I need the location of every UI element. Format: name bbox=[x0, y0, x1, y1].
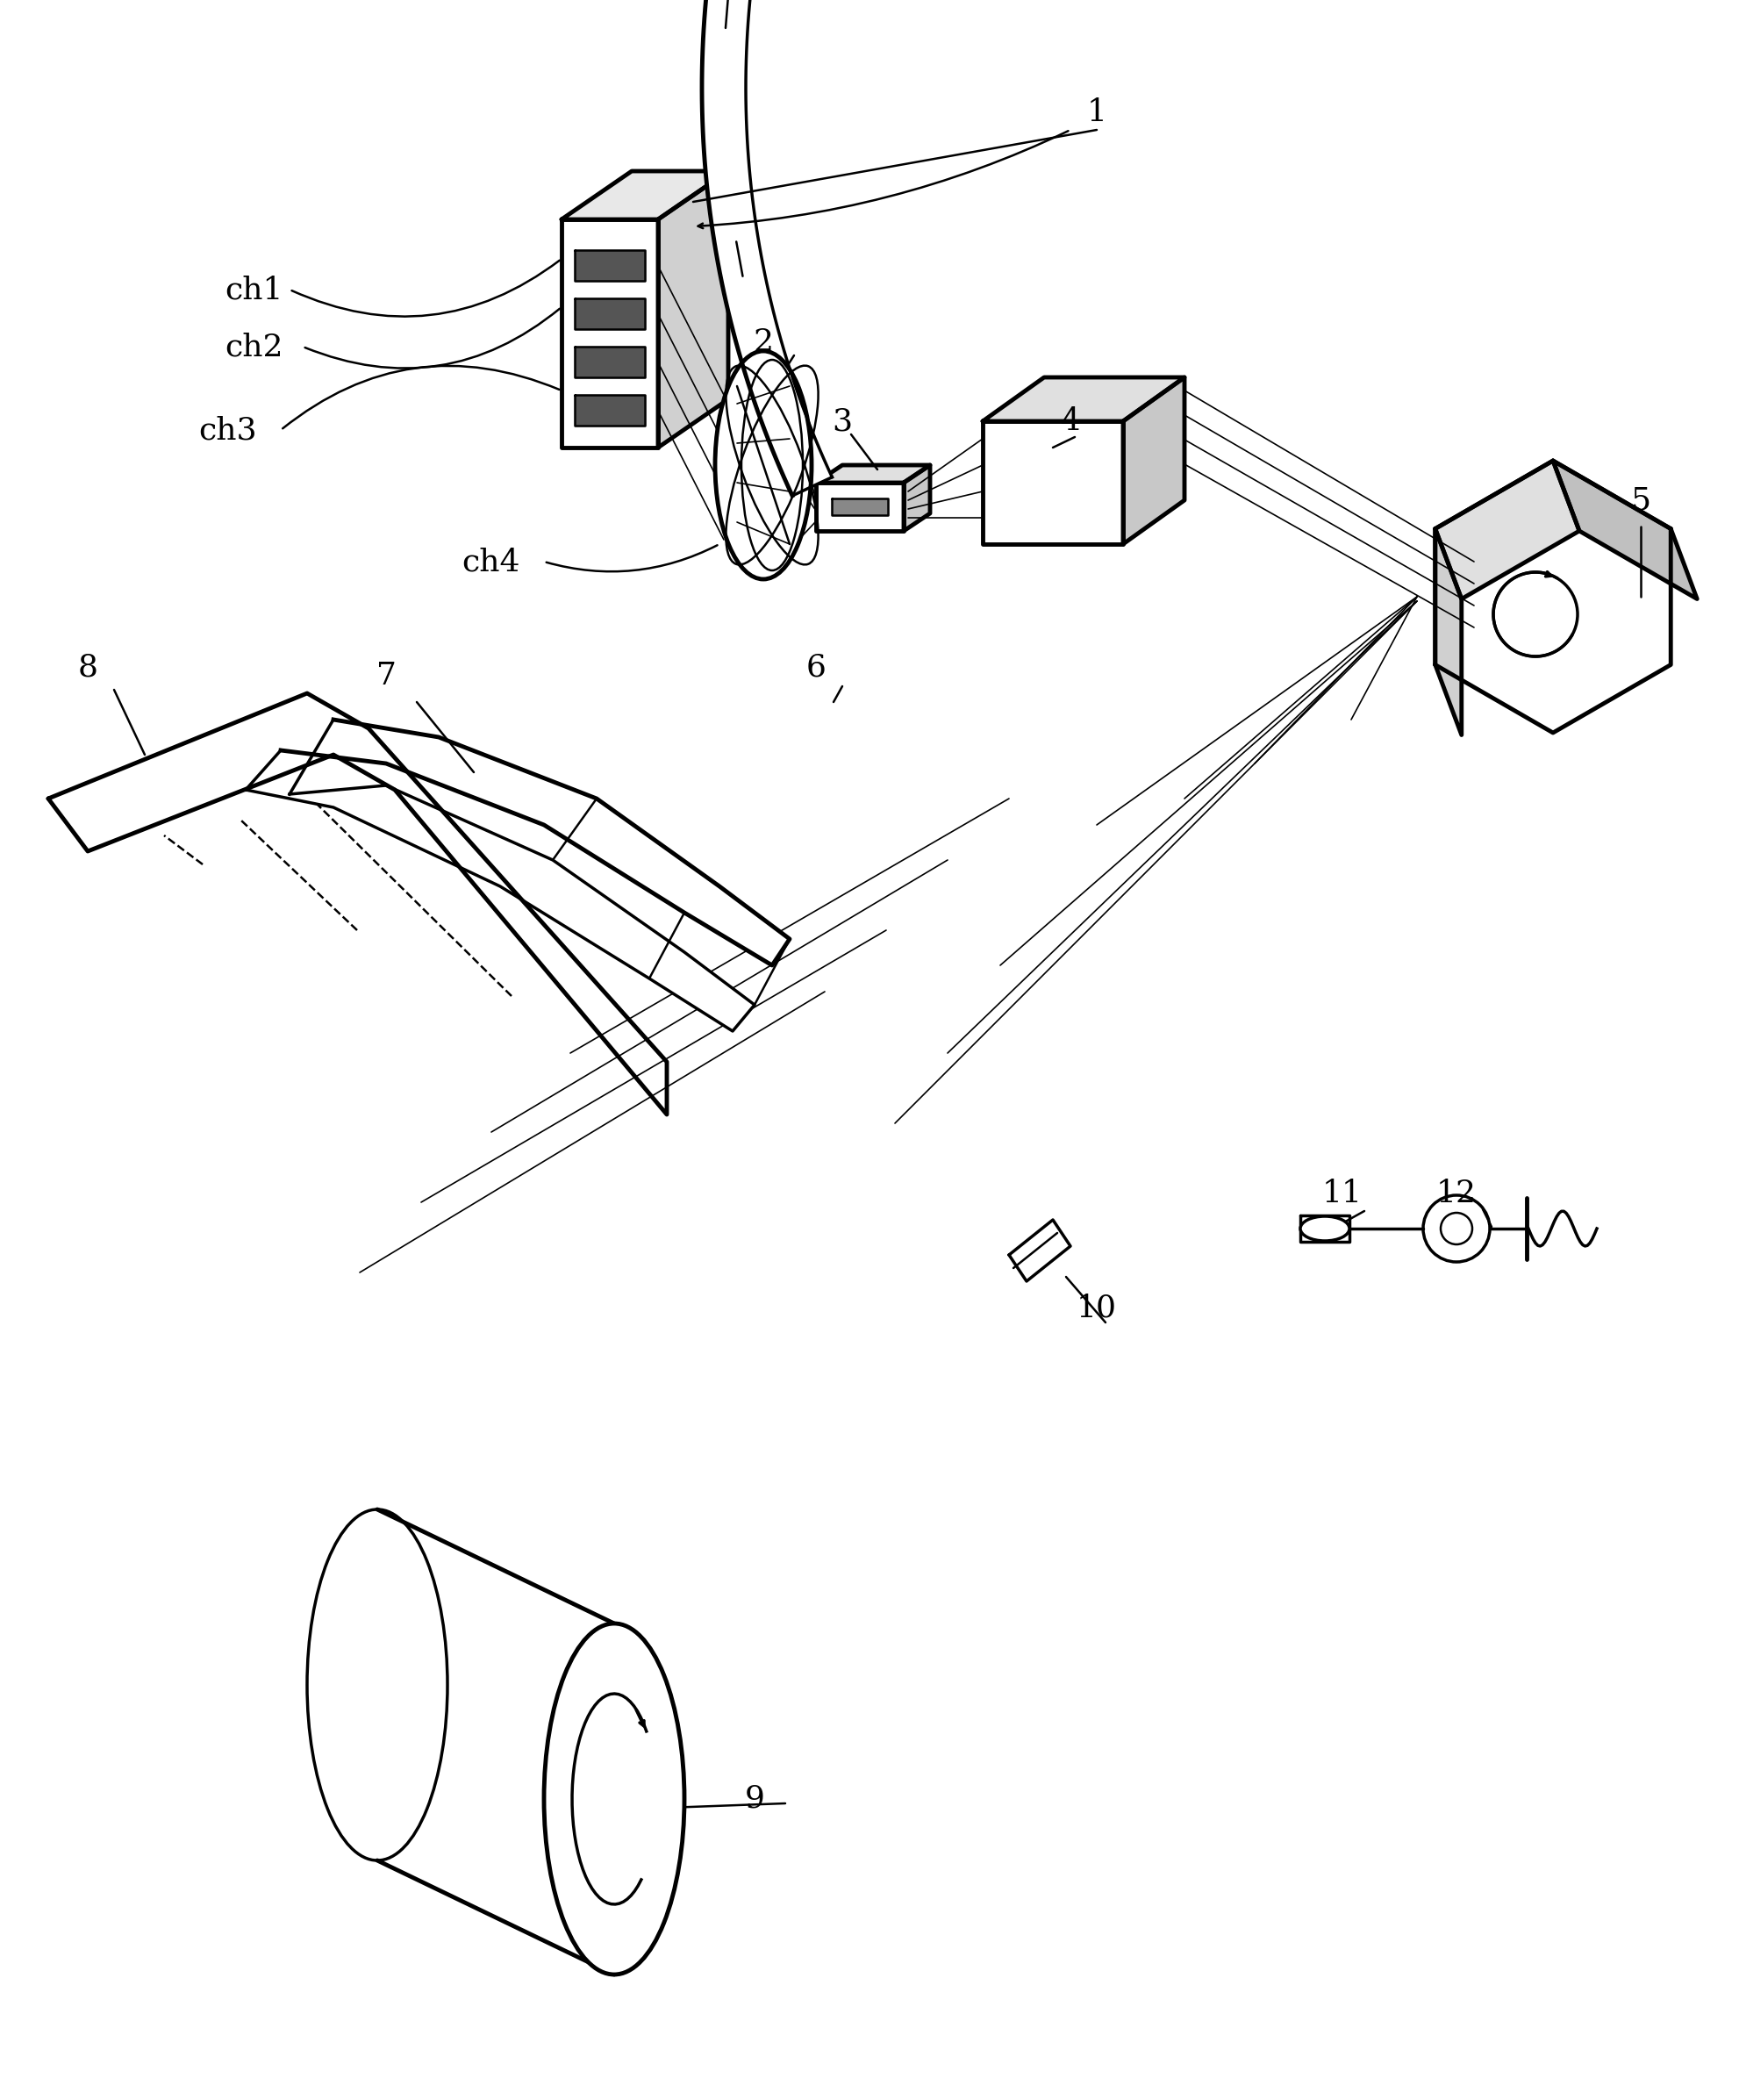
Text: 7: 7 bbox=[376, 662, 396, 691]
Text: 3: 3 bbox=[831, 405, 852, 437]
Text: 10: 10 bbox=[1076, 1294, 1116, 1323]
Polygon shape bbox=[1299, 1216, 1349, 1241]
Polygon shape bbox=[816, 464, 930, 483]
Text: 11: 11 bbox=[1322, 1178, 1362, 1208]
Polygon shape bbox=[903, 464, 930, 531]
Polygon shape bbox=[1009, 1220, 1069, 1281]
Polygon shape bbox=[983, 422, 1122, 544]
Text: ch3: ch3 bbox=[198, 416, 257, 445]
Polygon shape bbox=[562, 218, 657, 447]
Text: 8: 8 bbox=[78, 651, 97, 682]
Ellipse shape bbox=[715, 351, 810, 580]
Text: 5: 5 bbox=[1629, 485, 1650, 514]
Polygon shape bbox=[701, 0, 911, 496]
Ellipse shape bbox=[1299, 1216, 1349, 1241]
Text: ch4: ch4 bbox=[463, 546, 520, 578]
Polygon shape bbox=[1435, 460, 1579, 598]
Polygon shape bbox=[1435, 529, 1461, 735]
Polygon shape bbox=[574, 347, 645, 378]
Text: 12: 12 bbox=[1436, 1178, 1476, 1208]
Text: ch1: ch1 bbox=[224, 275, 283, 304]
Text: 2: 2 bbox=[753, 328, 774, 357]
Ellipse shape bbox=[308, 1510, 447, 1861]
Ellipse shape bbox=[544, 1623, 683, 1974]
Polygon shape bbox=[1553, 460, 1696, 598]
Polygon shape bbox=[657, 170, 729, 447]
Polygon shape bbox=[574, 395, 645, 426]
Polygon shape bbox=[574, 298, 645, 330]
Text: 9: 9 bbox=[744, 1785, 763, 1814]
Text: ch2: ch2 bbox=[224, 332, 283, 361]
Polygon shape bbox=[1122, 378, 1184, 544]
Text: 1: 1 bbox=[1087, 97, 1106, 128]
Polygon shape bbox=[983, 378, 1184, 422]
Polygon shape bbox=[831, 498, 887, 514]
Text: 4: 4 bbox=[1059, 405, 1080, 437]
Polygon shape bbox=[816, 483, 903, 531]
Polygon shape bbox=[49, 693, 666, 1115]
Polygon shape bbox=[245, 720, 790, 1031]
Text: 6: 6 bbox=[805, 651, 826, 682]
Polygon shape bbox=[1435, 460, 1669, 733]
Polygon shape bbox=[574, 250, 645, 281]
Polygon shape bbox=[562, 170, 729, 218]
